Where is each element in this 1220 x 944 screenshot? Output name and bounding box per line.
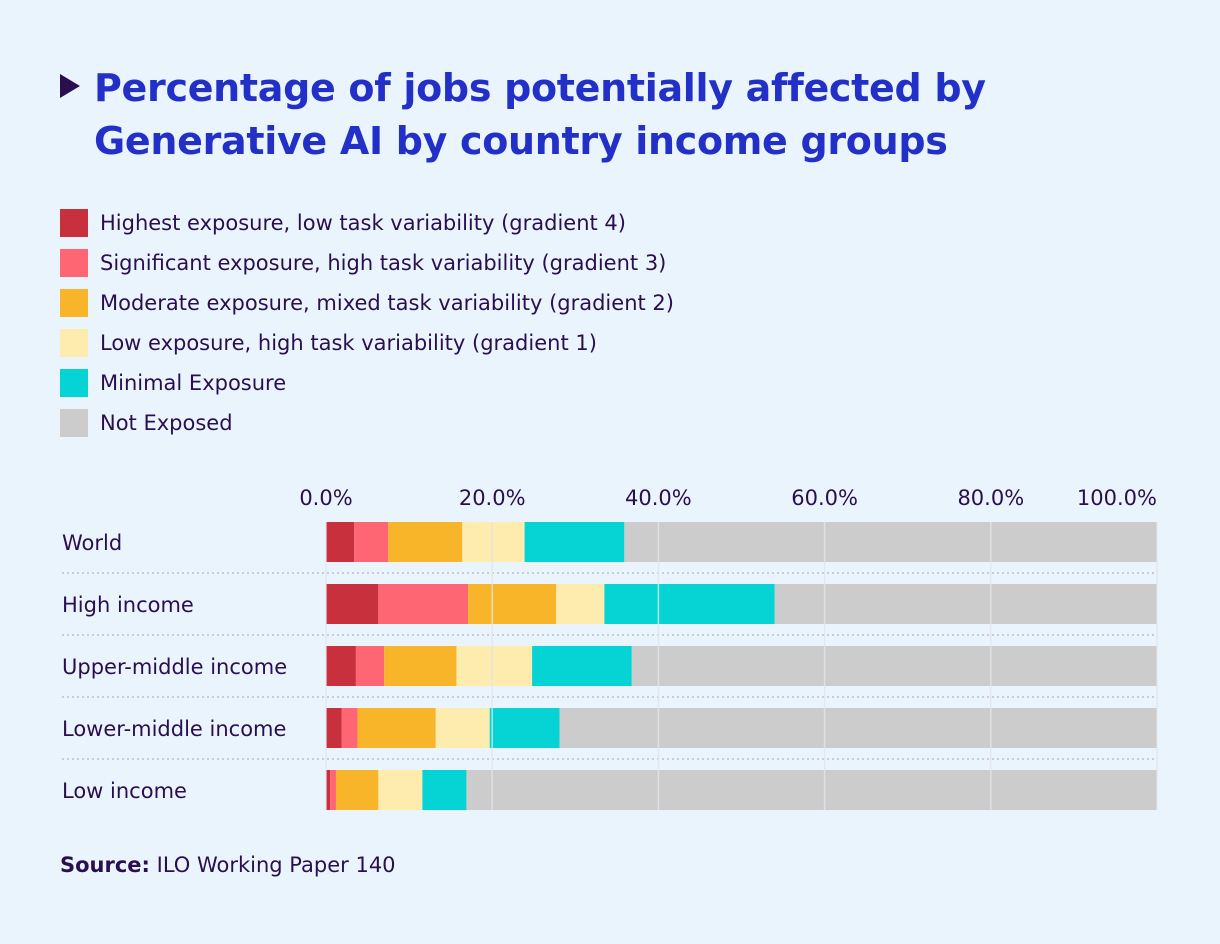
bar-segment bbox=[466, 770, 1158, 810]
x-tick-label: 60.0% bbox=[791, 486, 858, 510]
bar-segment bbox=[559, 708, 1157, 748]
bar-segment bbox=[422, 770, 467, 810]
legend-label: Not Exposed bbox=[100, 411, 233, 435]
legend-item: Moderate exposure, mixed task variabilit… bbox=[60, 283, 674, 323]
bar-segment bbox=[388, 522, 463, 562]
legend: Highest exposure, low task variability (… bbox=[60, 203, 674, 443]
x-tick-label: 80.0% bbox=[957, 486, 1024, 510]
bar-segment bbox=[489, 708, 560, 748]
bar-segment bbox=[378, 770, 423, 810]
bar-segment bbox=[354, 522, 389, 562]
legend-item: Highest exposure, low task variability (… bbox=[60, 203, 674, 243]
bar-segment bbox=[326, 646, 356, 686]
bar-segment bbox=[462, 522, 525, 562]
bar-segment bbox=[341, 708, 358, 748]
legend-swatch bbox=[60, 289, 88, 317]
legend-swatch bbox=[60, 409, 88, 437]
x-tick-label: 40.0% bbox=[625, 486, 692, 510]
legend-label: Moderate exposure, mixed task variabilit… bbox=[100, 291, 674, 315]
category-label: Lower-middle income bbox=[62, 717, 286, 741]
x-tick-label: 0.0% bbox=[299, 486, 352, 510]
legend-item: Low exposure, high task variability (gra… bbox=[60, 323, 674, 363]
triangle-icon bbox=[60, 74, 80, 98]
bar-segment bbox=[330, 770, 336, 810]
source-text: ILO Working Paper 140 bbox=[149, 853, 396, 877]
bar-segment bbox=[326, 770, 331, 810]
category-label: Low income bbox=[62, 779, 187, 803]
legend-swatch bbox=[60, 369, 88, 397]
legend-item: Minimal Exposure bbox=[60, 363, 674, 403]
legend-item: Significant exposure, high task variabil… bbox=[60, 243, 674, 283]
legend-item: Not Exposed bbox=[60, 403, 674, 443]
x-tick-label: 20.0% bbox=[459, 486, 526, 510]
bar-segment bbox=[355, 646, 385, 686]
legend-swatch bbox=[60, 329, 88, 357]
bar-segment bbox=[435, 708, 490, 748]
legend-swatch bbox=[60, 209, 88, 237]
bar-segment bbox=[631, 646, 1157, 686]
category-label: World bbox=[62, 531, 122, 555]
bar-segment bbox=[326, 522, 355, 562]
legend-label: Highest exposure, low task variability (… bbox=[100, 211, 626, 235]
bar-segment bbox=[468, 584, 557, 624]
bar-segment bbox=[326, 708, 342, 748]
bar-segment bbox=[456, 646, 533, 686]
legend-swatch bbox=[60, 249, 88, 277]
chart-title: Percentage of jobs potentially affected … bbox=[94, 66, 986, 163]
category-label: Upper-middle income bbox=[62, 655, 287, 679]
legend-label: Minimal Exposure bbox=[100, 371, 287, 395]
bar-segment bbox=[384, 646, 457, 686]
bar-segment bbox=[357, 708, 436, 748]
bar-segment bbox=[378, 584, 469, 624]
bar-segment bbox=[524, 522, 625, 562]
bar-segment bbox=[774, 584, 1157, 624]
bar-segment bbox=[532, 646, 632, 686]
x-tick-label: 100.0% bbox=[1077, 486, 1157, 510]
bar-segment bbox=[556, 584, 605, 624]
source-note: Source: ILO Working Paper 140 bbox=[60, 853, 396, 877]
source-label: Source: bbox=[60, 853, 150, 877]
bar-segment bbox=[335, 770, 379, 810]
category-label: High income bbox=[62, 593, 194, 617]
legend-label: Low exposure, high task variability (gra… bbox=[100, 331, 597, 355]
bar-segment bbox=[326, 584, 379, 624]
bar-segment bbox=[624, 522, 1157, 562]
legend-label: Significant exposure, high task variabil… bbox=[100, 251, 667, 275]
bar-segment bbox=[604, 584, 775, 624]
